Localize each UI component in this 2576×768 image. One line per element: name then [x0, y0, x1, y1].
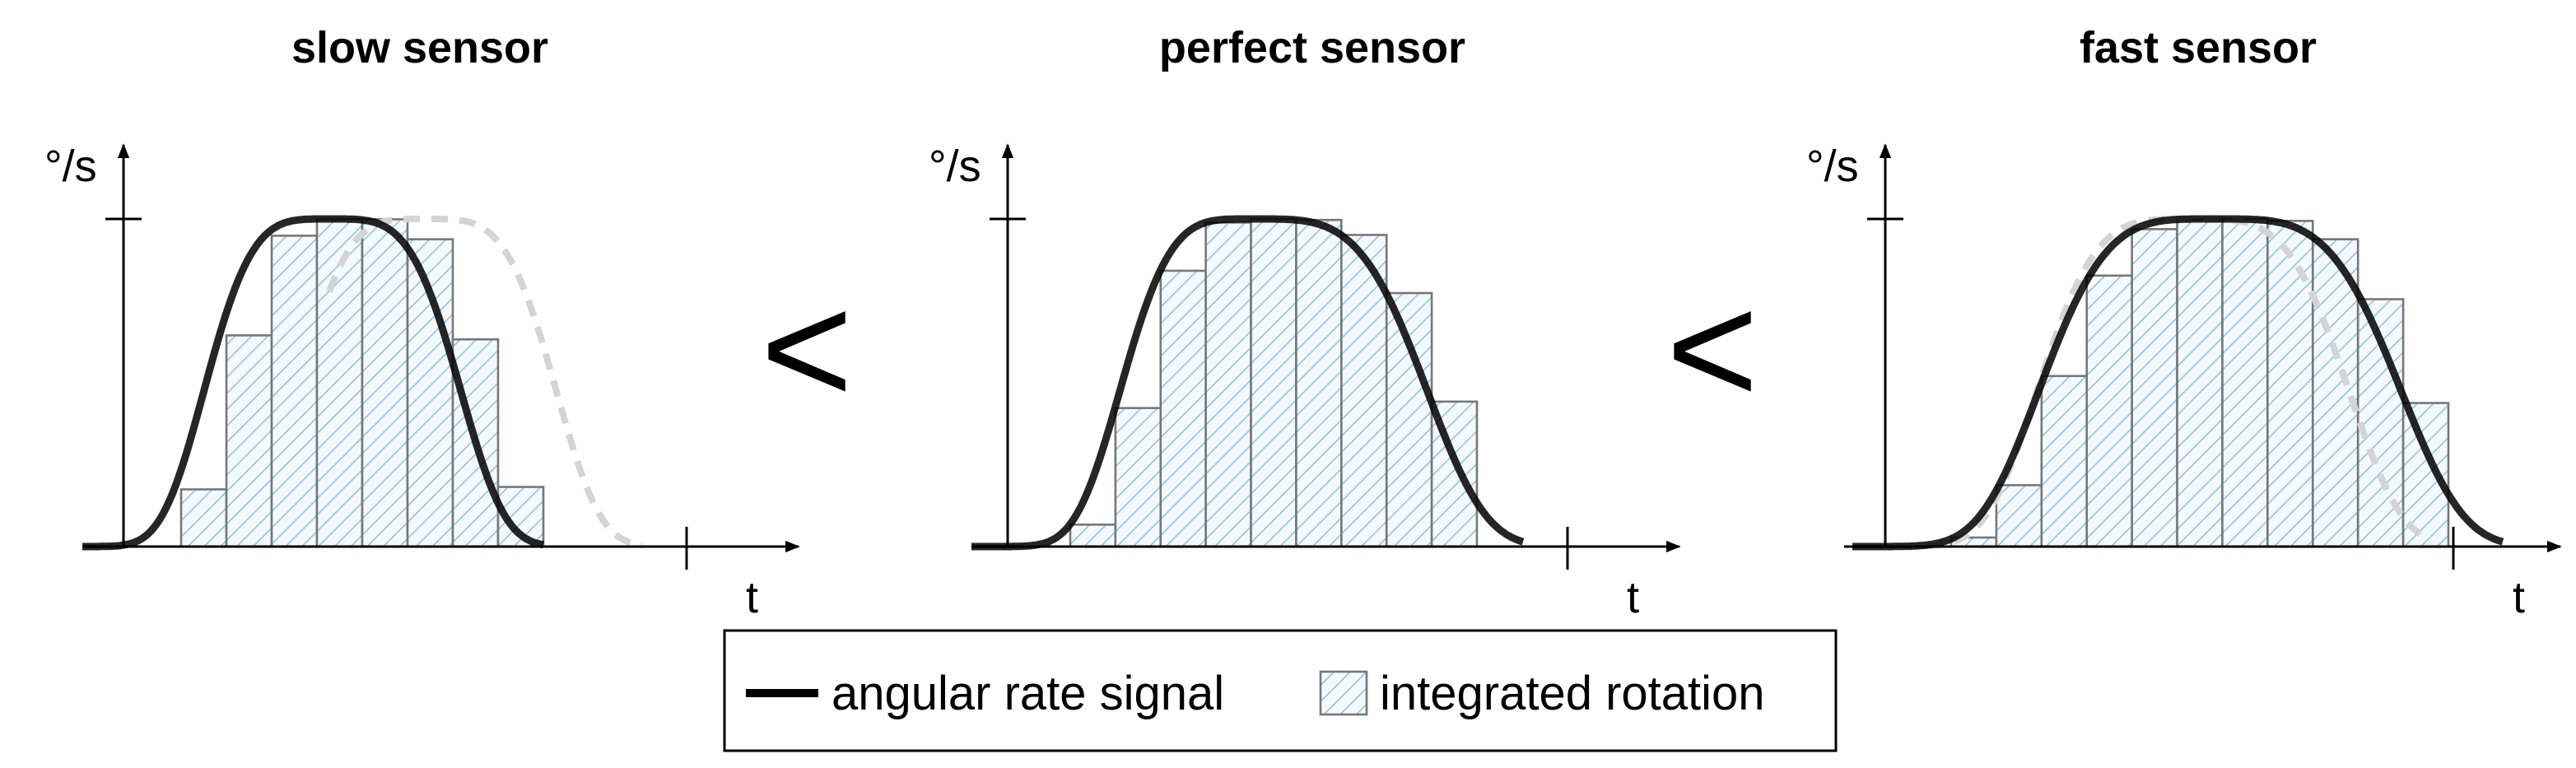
integration-bar — [1250, 217, 1297, 548]
integration-bar — [2040, 375, 2089, 548]
x-axis-label: t — [746, 573, 758, 622]
x-axis-label: t — [2513, 573, 2525, 622]
legend-box — [723, 629, 1838, 752]
panel: fast sensor °/s t — [1806, 23, 2562, 622]
integration-bar — [2176, 218, 2224, 548]
integration-bar — [2266, 220, 2314, 548]
integration-bar — [1159, 269, 1207, 548]
rate-signal — [82, 215, 544, 551]
integration-bar — [270, 235, 319, 548]
rate-signal — [1852, 215, 2504, 551]
integration-bar — [361, 218, 409, 548]
y-axis-label: °/s — [1806, 142, 1859, 191]
integration-bar — [1204, 221, 1252, 548]
comparator: < — [1666, 260, 1758, 437]
rate-signal — [971, 215, 1525, 551]
integration-bar — [2131, 228, 2178, 548]
panel: slow sensor °/s t — [44, 23, 800, 622]
y-axis-label: °/s — [929, 142, 981, 191]
comparator: < — [761, 260, 853, 437]
panel-title: fast sensor — [2080, 23, 2317, 72]
integration-bar — [1385, 291, 1433, 548]
legend-swatch — [1319, 670, 1368, 716]
integration-bar — [2085, 274, 2133, 548]
integration-bar — [1995, 484, 2043, 548]
legend: angular rate signal integrated rotation — [723, 629, 1838, 752]
legend-label: integrated rotation — [1380, 667, 1765, 720]
integration-bar — [1069, 524, 1117, 548]
panel-title: slow sensor — [291, 23, 548, 72]
panel-title: perfect sensor — [1159, 23, 1465, 72]
integration-bar — [179, 488, 228, 548]
panel: perfect sensor °/s t — [929, 23, 1681, 622]
integration-bar — [315, 217, 364, 548]
y-axis-label: °/s — [44, 142, 97, 191]
legend-label: angular rate signal — [831, 667, 1224, 720]
integration-bar — [225, 334, 273, 548]
integration-bar — [1295, 218, 1343, 548]
x-axis-label: t — [1627, 573, 1639, 622]
integration-bar — [1114, 407, 1162, 548]
integration-bar — [2221, 217, 2269, 548]
